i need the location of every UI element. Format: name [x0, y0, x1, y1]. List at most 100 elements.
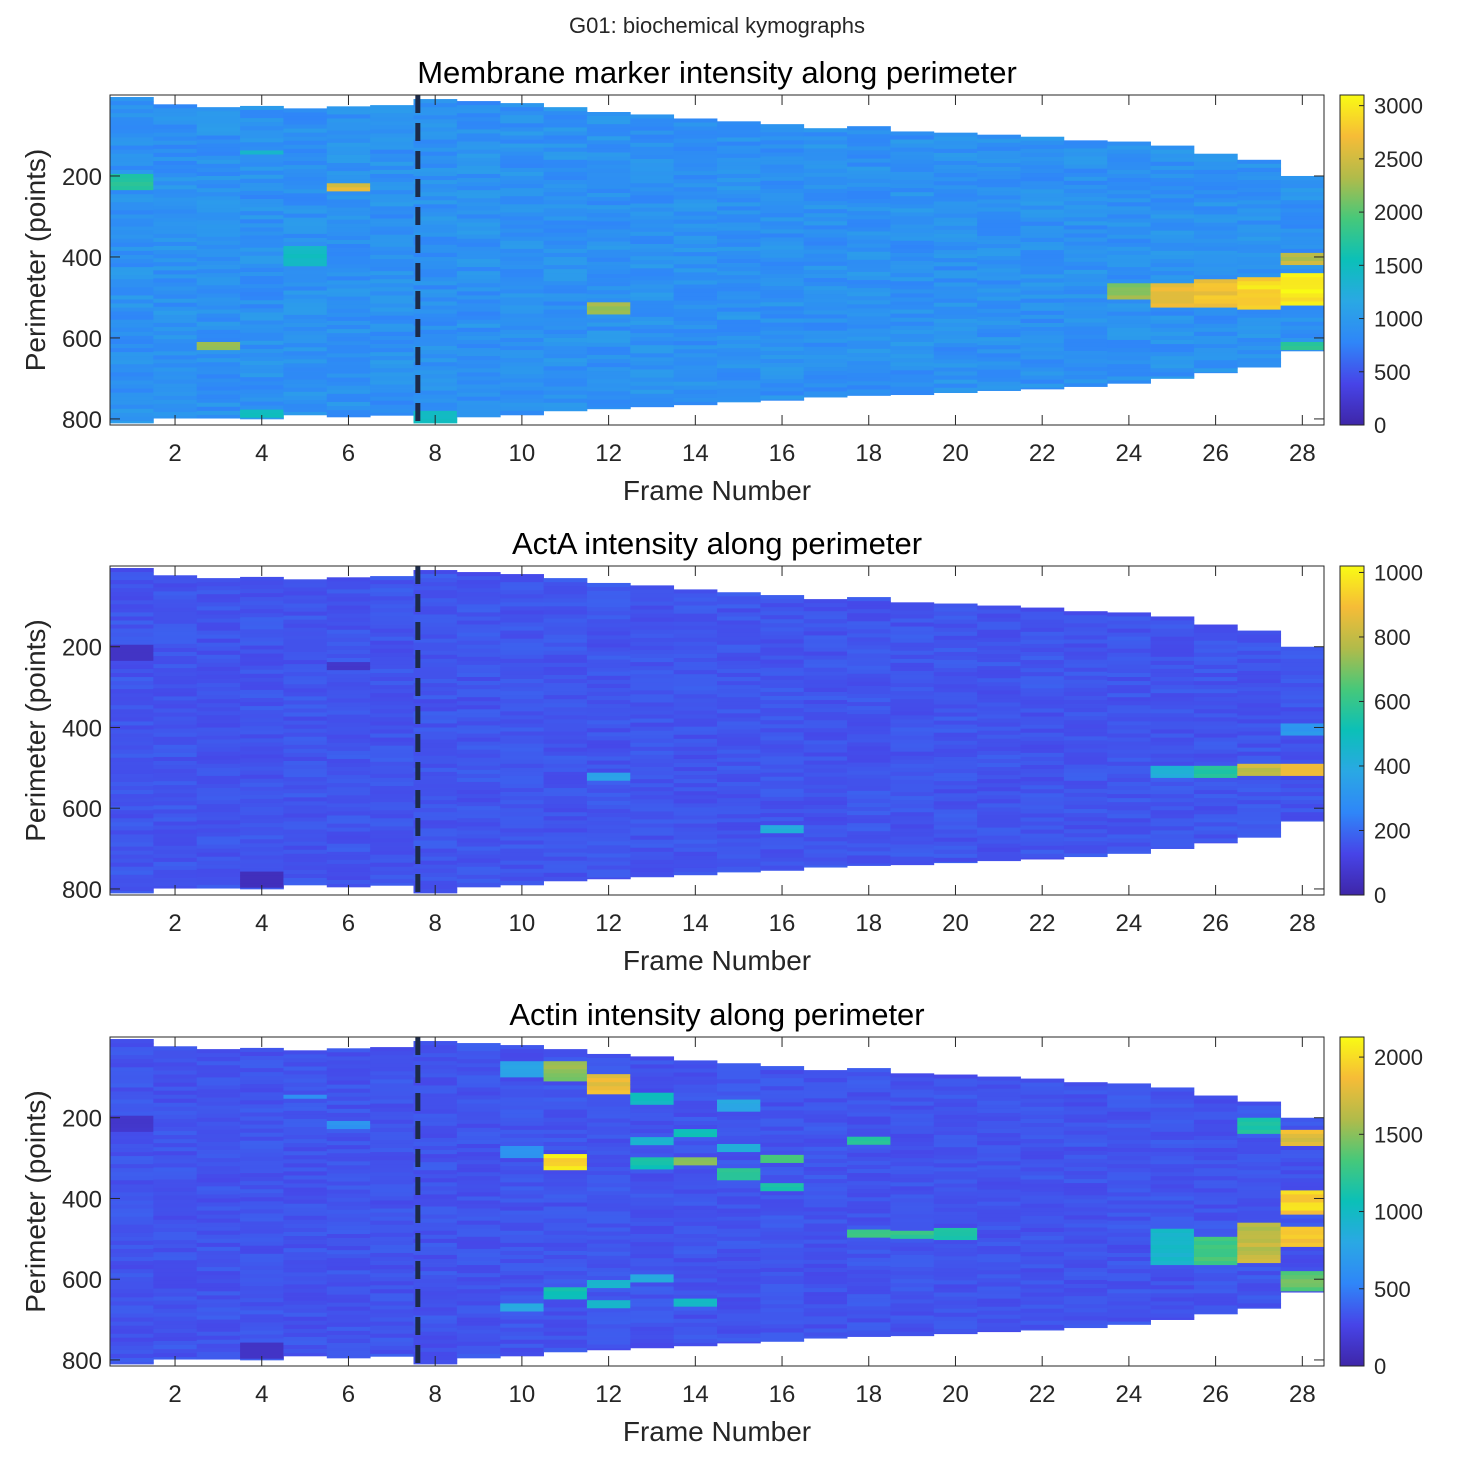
heatmap-cell	[370, 368, 414, 373]
heatmap-cell	[500, 856, 544, 862]
heatmap-cell	[370, 198, 414, 203]
heatmap-cell	[673, 754, 718, 760]
heatmap-cell	[717, 846, 761, 851]
heatmap-cell	[456, 1305, 501, 1310]
heatmap-cell	[196, 386, 241, 391]
heatmap-cell	[370, 1329, 414, 1335]
heatmap-cell	[196, 135, 241, 140]
heatmap-cell	[847, 199, 891, 204]
heatmap-cell	[370, 303, 414, 308]
heatmap-cell	[196, 771, 241, 777]
heatmap-cell	[110, 842, 154, 847]
heatmap-cell	[977, 288, 1021, 293]
heatmap-cell	[847, 130, 891, 135]
heatmap-cell	[1063, 184, 1108, 190]
heatmap-cell	[326, 734, 371, 740]
heatmap-cell	[977, 146, 1021, 152]
heatmap-cell	[196, 727, 241, 732]
heatmap-cell	[1020, 623, 1065, 629]
heatmap-cell	[673, 779, 718, 784]
heatmap-cell	[500, 236, 544, 242]
heatmap-cell	[1020, 700, 1065, 705]
heatmap-cell	[630, 1173, 675, 1178]
heatmap-cell	[847, 823, 891, 828]
heatmap-cell	[153, 169, 198, 174]
heatmap-cell	[760, 379, 805, 384]
heatmap-cell	[413, 824, 458, 829]
heatmap-cell	[1107, 331, 1151, 337]
heatmap-cell	[1280, 220, 1325, 225]
heatmap-cell	[153, 744, 198, 750]
heatmap-cell	[110, 757, 154, 763]
heatmap-cell	[326, 859, 371, 865]
heatmap-cell	[1020, 173, 1065, 178]
heatmap-cell	[326, 175, 371, 180]
heatmap-cell	[1150, 178, 1195, 183]
heatmap-cell	[673, 288, 718, 293]
heatmap-cell	[543, 1246, 588, 1252]
heatmap-cell	[153, 1086, 198, 1092]
heatmap-cell	[630, 1225, 675, 1231]
heatmap-cell	[717, 596, 761, 601]
heatmap-cell	[847, 770, 891, 776]
heatmap-cell	[847, 263, 891, 269]
heatmap-cell	[326, 593, 371, 598]
heatmap-cell	[586, 184, 631, 190]
heatmap-cell	[1150, 709, 1195, 714]
heatmap-cell	[890, 228, 935, 234]
heatmap-cell	[413, 1347, 458, 1353]
heatmap-cell	[933, 241, 978, 247]
heatmap-cell	[413, 1137, 458, 1143]
heatmap-cell	[500, 1158, 544, 1163]
heatmap-cell	[1193, 773, 1238, 779]
heatmap-cell	[196, 1311, 241, 1316]
heatmap-cell	[283, 668, 328, 673]
heatmap-cell	[110, 1083, 154, 1088]
heatmap-cell	[760, 752, 805, 757]
heatmap-cell	[196, 1145, 241, 1151]
heatmap-cell	[283, 1110, 328, 1116]
heatmap-cell	[847, 332, 891, 338]
heatmap-cell	[586, 152, 631, 157]
heatmap-cell	[760, 261, 805, 267]
heatmap-cell	[803, 192, 848, 198]
heatmap-cell	[630, 1108, 675, 1114]
heatmap-cell	[630, 114, 675, 119]
heatmap-cell	[196, 1057, 241, 1062]
heatmap-cell	[1237, 196, 1282, 201]
heatmap-cell	[890, 293, 935, 298]
heatmap-cell	[1237, 180, 1282, 185]
heatmap-cell	[543, 321, 588, 327]
heatmap-cell	[1063, 278, 1108, 283]
heatmap-cell	[240, 377, 284, 382]
heatmap-cell	[630, 718, 675, 724]
heatmap-cell	[803, 655, 848, 661]
heatmap-cell	[543, 723, 588, 728]
heatmap-cell	[153, 132, 198, 138]
heatmap-cell	[847, 649, 891, 654]
heatmap-cell	[1237, 739, 1282, 745]
heatmap-cell	[153, 1231, 198, 1237]
heatmap-cell	[630, 268, 675, 273]
heatmap-cell	[717, 230, 761, 236]
heatmap-cell	[370, 1139, 414, 1145]
heatmap-cell	[760, 249, 805, 255]
heatmap-cell	[370, 733, 414, 738]
heatmap-cell	[543, 402, 588, 408]
heatmap-cell	[1107, 194, 1151, 199]
heatmap-cell	[370, 344, 414, 349]
heatmap-cell	[110, 781, 154, 787]
heatmap-cell	[1280, 337, 1325, 343]
heatmap-cell	[847, 170, 891, 176]
x-tick-label: 18	[855, 910, 882, 937]
heatmap-cell	[1107, 781, 1151, 787]
heatmap-cell	[543, 244, 588, 250]
heatmap-cell	[760, 756, 805, 761]
heatmap-cell	[630, 207, 675, 213]
heatmap-cell	[283, 639, 328, 645]
heatmap-cell	[586, 1175, 631, 1180]
heatmap-cell	[110, 360, 154, 365]
heatmap-cell	[803, 257, 848, 263]
heatmap-cell	[110, 186, 154, 191]
heatmap-cell	[370, 644, 414, 650]
